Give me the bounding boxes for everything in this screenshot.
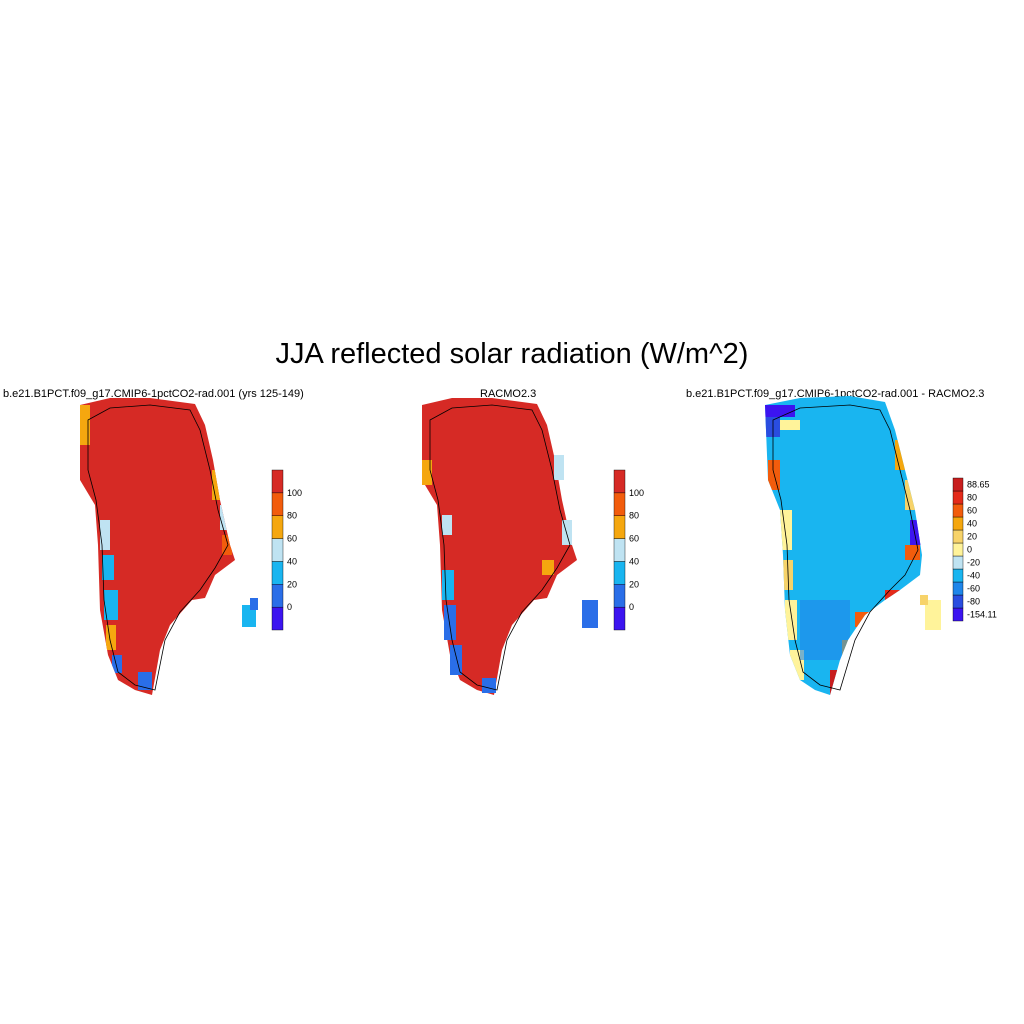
colorbar-label: 20 [629, 579, 639, 589]
colorbar-swatch [952, 477, 964, 492]
colorbar-label: -40 [967, 571, 980, 581]
map-panel-racmo [422, 398, 598, 695]
colorbar-label: 60 [629, 534, 639, 544]
coastal-cells [80, 405, 232, 690]
colorbar-label: 80 [629, 511, 639, 521]
colorbar-swatch [613, 584, 626, 608]
colorbar-swatch [952, 542, 964, 557]
greenland-field [80, 398, 235, 695]
colorbar-label: 60 [287, 534, 297, 544]
colorbar-label: 40 [629, 556, 639, 566]
colorbar-swatch [271, 515, 284, 539]
colorbar-label: -154.11 [967, 610, 997, 620]
panel-title-difference: b.e21.B1PCT.f09_g17.CMIP6-1pctCO2-rad.00… [686, 388, 985, 400]
coastline [772, 404, 919, 691]
colorbar-label: 40 [967, 519, 977, 529]
colorbar-swatch [271, 561, 284, 585]
colorbar-swatch [952, 607, 964, 622]
colorbar-swatch [271, 606, 284, 631]
colorbar-swatch [952, 581, 964, 596]
colorbar-label: 60 [967, 506, 977, 516]
colorbar-swatch [613, 515, 626, 539]
colorbar-label: 80 [967, 493, 977, 503]
colorbar-label: 100 [629, 488, 644, 498]
colorbar-swatch [271, 492, 284, 516]
colorbar-swatch [613, 492, 626, 516]
greenland-field [422, 398, 577, 695]
colorbar-swatch [271, 584, 284, 608]
colorbar-swatch [952, 490, 964, 505]
colorbar-swatch [271, 538, 284, 562]
colorbar-label: 88.65 [967, 480, 990, 490]
colorbar-swatch [613, 538, 626, 562]
colorbar-model: 0 20 40 60 80 100 [271, 469, 302, 631]
map-panel-difference [765, 396, 941, 695]
colorbar-swatch [952, 503, 964, 518]
colorbar-swatch [613, 606, 626, 631]
colorbar-label: 100 [287, 488, 302, 498]
coastline [87, 404, 229, 691]
colorbar-racmo: 0 20 40 60 80 100 [613, 469, 644, 631]
colorbar-swatch [613, 469, 626, 494]
colorbar-label: 0 [967, 545, 972, 555]
colorbar-swatch [952, 568, 964, 583]
colorbar-label: 80 [287, 511, 297, 521]
colorbar-swatch [952, 516, 964, 531]
colorbar-swatch [952, 555, 964, 570]
coastline [429, 404, 571, 691]
main-title: JJA reflected solar radiation (W/m^2) [275, 338, 749, 370]
panel-title-racmo: RACMO2.3 [480, 388, 537, 400]
colorbar-label: 0 [287, 602, 292, 612]
colorbar-swatch [613, 561, 626, 585]
colorbar-label: -80 [967, 597, 980, 607]
colorbar-swatch [952, 529, 964, 544]
colorbar-swatch [271, 469, 284, 494]
map-panel-model [80, 398, 258, 695]
colorbar-label: 20 [287, 579, 297, 589]
panel-title-model: b.e21.B1PCT.f09_g17.CMIP6-1pctCO2-rad.00… [3, 388, 304, 400]
colorbar-difference: -154.11 -80 -60 -40 -20 0 20 40 60 80 88.65 [952, 477, 997, 622]
colorbar-label: 0 [629, 602, 634, 612]
colorbar-label: -60 [967, 584, 980, 594]
colorbar-label: 20 [967, 532, 977, 542]
colorbar-swatch [952, 594, 964, 609]
colorbar-label: 40 [287, 556, 297, 566]
colorbar-label: -20 [967, 558, 980, 568]
